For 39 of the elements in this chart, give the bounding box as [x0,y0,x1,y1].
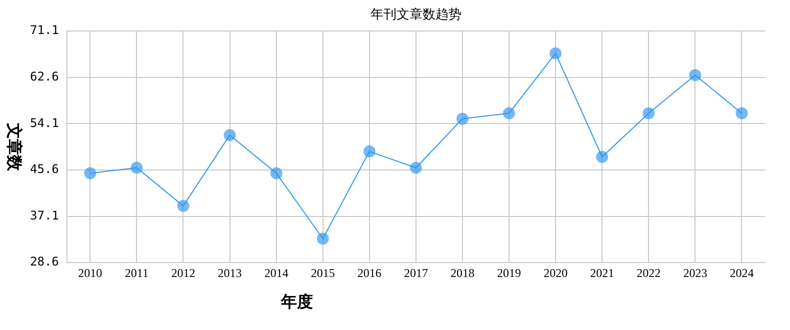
point [689,69,702,82]
point [177,200,190,212]
x-tick-label: 2019 [497,266,522,280]
chart-title: 年刊文章数趋势 [370,6,462,22]
x-tick-label: 2015 [310,266,335,280]
y-tick-label: 37.1 [30,208,59,222]
x-axis-title: 年度 [280,292,313,312]
point [456,112,468,125]
x-tick-label: 2017 [404,266,428,280]
point [316,232,329,245]
x-tick-label: 2016 [357,266,382,280]
point [736,107,748,120]
point [130,162,143,174]
point [503,107,516,120]
x-tick-label: 2011 [124,266,148,280]
point [642,107,655,120]
point [550,47,562,60]
y-tick-label: 71.1 [30,23,59,38]
x-tick-label: 2023 [683,266,708,280]
x-tick-label: 2014 [264,266,288,280]
x-tick-label: 2020 [544,266,568,280]
point [270,167,282,180]
y-tick-label: 54.1 [30,116,59,130]
x-tick-label: 2018 [450,266,474,280]
y-tick-label: 28.6 [30,254,59,269]
x-tick-label: 2012 [171,266,196,280]
y-tick-label: 62.6 [30,69,59,84]
x-tick-label: 2021 [590,266,614,280]
point [596,150,608,163]
y-axis-title: 文章数 [4,122,23,172]
y-tick-label: 45.6 [30,162,59,176]
x-tick-label: 2022 [636,266,661,280]
point [84,167,96,180]
point [363,145,376,158]
point [224,129,236,142]
point [410,162,422,174]
x-tick-label: 2024 [730,266,754,280]
x-tick-label: 2010 [78,266,102,280]
x-tick-label: 2013 [218,266,242,280]
